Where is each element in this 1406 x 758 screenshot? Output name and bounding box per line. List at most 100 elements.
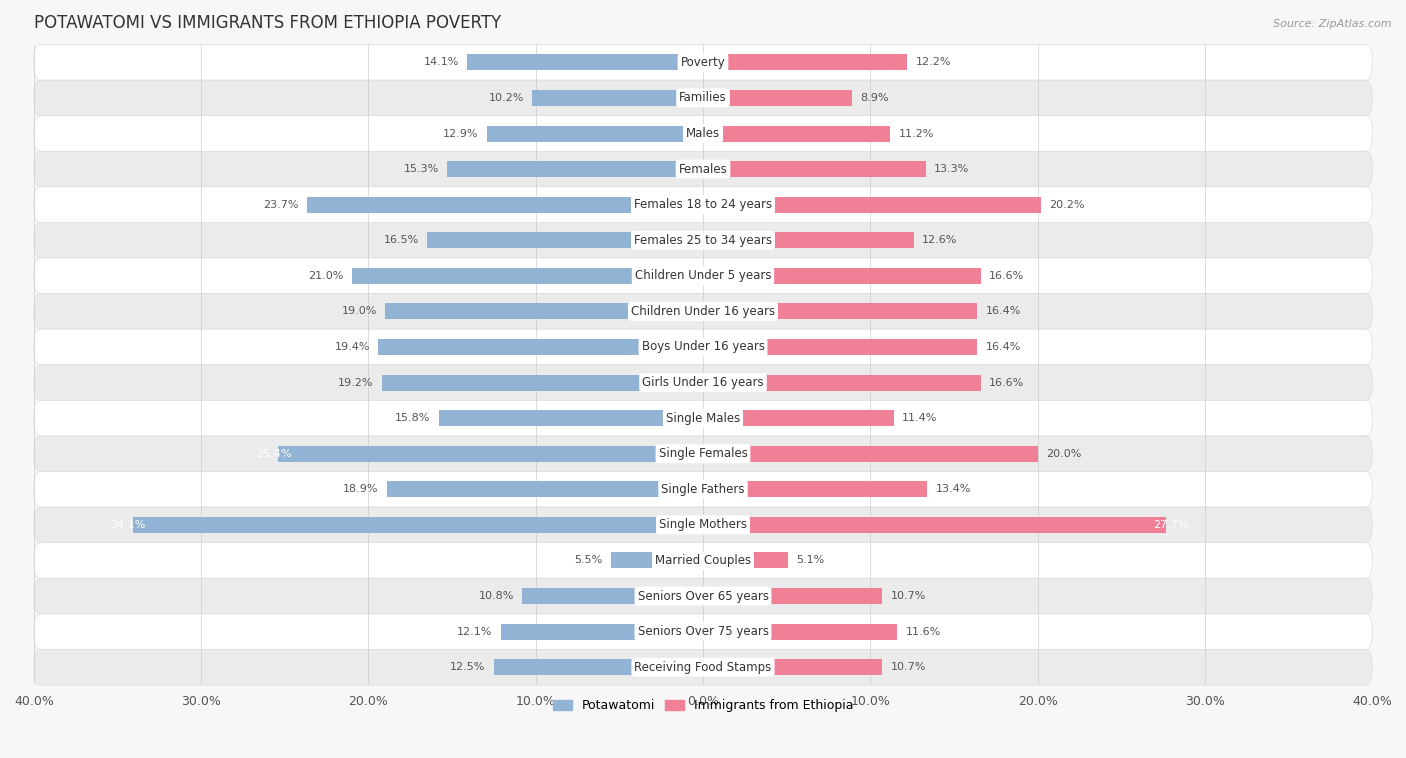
Text: Seniors Over 65 years: Seniors Over 65 years [637,590,769,603]
FancyBboxPatch shape [34,436,1372,471]
FancyBboxPatch shape [34,258,1372,293]
Text: POTAWATOMI VS IMMIGRANTS FROM ETHIOPIA POVERTY: POTAWATOMI VS IMMIGRANTS FROM ETHIOPIA P… [34,14,501,32]
Bar [703,481,927,497]
Text: 18.9%: 18.9% [343,484,378,494]
Text: 12.2%: 12.2% [915,58,950,67]
Text: 16.5%: 16.5% [384,235,419,246]
Bar [703,55,907,70]
Bar [494,659,703,675]
Text: 21.0%: 21.0% [308,271,343,280]
Bar [703,232,914,249]
Bar [382,374,703,390]
Bar [612,553,703,568]
Text: Source: ZipAtlas.com: Source: ZipAtlas.com [1274,19,1392,29]
Text: 25.4%: 25.4% [256,449,291,459]
Legend: Potawatomi, Immigrants from Ethiopia: Potawatomi, Immigrants from Ethiopia [548,694,858,717]
Text: Families: Families [679,92,727,105]
Bar [522,588,703,604]
Text: 5.1%: 5.1% [797,556,825,565]
Text: Single Females: Single Females [658,447,748,460]
Text: Boys Under 16 years: Boys Under 16 years [641,340,765,353]
Text: 12.6%: 12.6% [922,235,957,246]
Text: Single Fathers: Single Fathers [661,483,745,496]
Bar [447,161,703,177]
FancyBboxPatch shape [34,400,1372,436]
Text: 23.7%: 23.7% [263,199,298,210]
Text: Females: Females [679,162,727,176]
Text: 11.2%: 11.2% [898,129,934,139]
Text: 19.0%: 19.0% [342,306,377,316]
Text: 10.7%: 10.7% [890,662,925,672]
Text: 13.4%: 13.4% [935,484,972,494]
Text: 8.9%: 8.9% [860,93,889,103]
Bar [703,374,981,390]
Bar [703,517,1167,533]
Text: 20.0%: 20.0% [1046,449,1081,459]
Text: 10.2%: 10.2% [489,93,524,103]
Bar [307,196,703,213]
Text: 10.7%: 10.7% [890,591,925,601]
Text: 13.3%: 13.3% [934,164,969,174]
Text: Children Under 5 years: Children Under 5 years [634,269,772,282]
Text: 14.1%: 14.1% [423,58,458,67]
Text: 12.5%: 12.5% [450,662,485,672]
Text: Married Couples: Married Couples [655,554,751,567]
Bar [352,268,703,283]
Text: 10.8%: 10.8% [478,591,515,601]
Bar [703,196,1040,213]
Text: 20.2%: 20.2% [1049,199,1085,210]
Text: 15.3%: 15.3% [404,164,439,174]
FancyBboxPatch shape [34,578,1372,614]
Bar [703,410,894,426]
FancyBboxPatch shape [34,293,1372,329]
Text: 34.1%: 34.1% [111,520,146,530]
Text: 11.4%: 11.4% [903,413,938,423]
FancyBboxPatch shape [34,187,1372,222]
FancyBboxPatch shape [34,365,1372,400]
Text: 19.4%: 19.4% [335,342,370,352]
Bar [427,232,703,249]
FancyBboxPatch shape [34,45,1372,80]
Bar [703,624,897,640]
FancyBboxPatch shape [34,152,1372,187]
Text: Receiving Food Stamps: Receiving Food Stamps [634,661,772,674]
Bar [703,339,977,355]
Bar [703,553,789,568]
Bar [703,446,1038,462]
FancyBboxPatch shape [34,507,1372,543]
Bar [703,126,890,142]
Text: 16.4%: 16.4% [986,342,1021,352]
FancyBboxPatch shape [34,329,1372,365]
Text: Seniors Over 75 years: Seniors Over 75 years [637,625,769,638]
Text: 16.6%: 16.6% [988,271,1025,280]
FancyBboxPatch shape [34,543,1372,578]
Bar [703,268,981,283]
Text: Single Mothers: Single Mothers [659,518,747,531]
Bar [378,339,703,355]
Bar [488,126,703,142]
Text: 12.1%: 12.1% [457,627,492,637]
Text: 12.9%: 12.9% [443,129,479,139]
Text: Single Males: Single Males [666,412,740,424]
Bar [387,481,703,497]
FancyBboxPatch shape [34,80,1372,116]
Bar [703,161,925,177]
Text: Females 25 to 34 years: Females 25 to 34 years [634,233,772,247]
Text: 16.6%: 16.6% [988,377,1025,387]
Bar [439,410,703,426]
Text: Children Under 16 years: Children Under 16 years [631,305,775,318]
Text: Males: Males [686,127,720,140]
Text: 16.4%: 16.4% [986,306,1021,316]
Bar [278,446,703,462]
Bar [132,517,703,533]
Text: Poverty: Poverty [681,56,725,69]
Text: 19.2%: 19.2% [337,377,374,387]
FancyBboxPatch shape [34,471,1372,507]
Text: Females 18 to 24 years: Females 18 to 24 years [634,198,772,211]
Bar [703,90,852,106]
Bar [533,90,703,106]
FancyBboxPatch shape [34,614,1372,650]
Bar [703,588,882,604]
Bar [467,55,703,70]
Text: 5.5%: 5.5% [575,556,603,565]
